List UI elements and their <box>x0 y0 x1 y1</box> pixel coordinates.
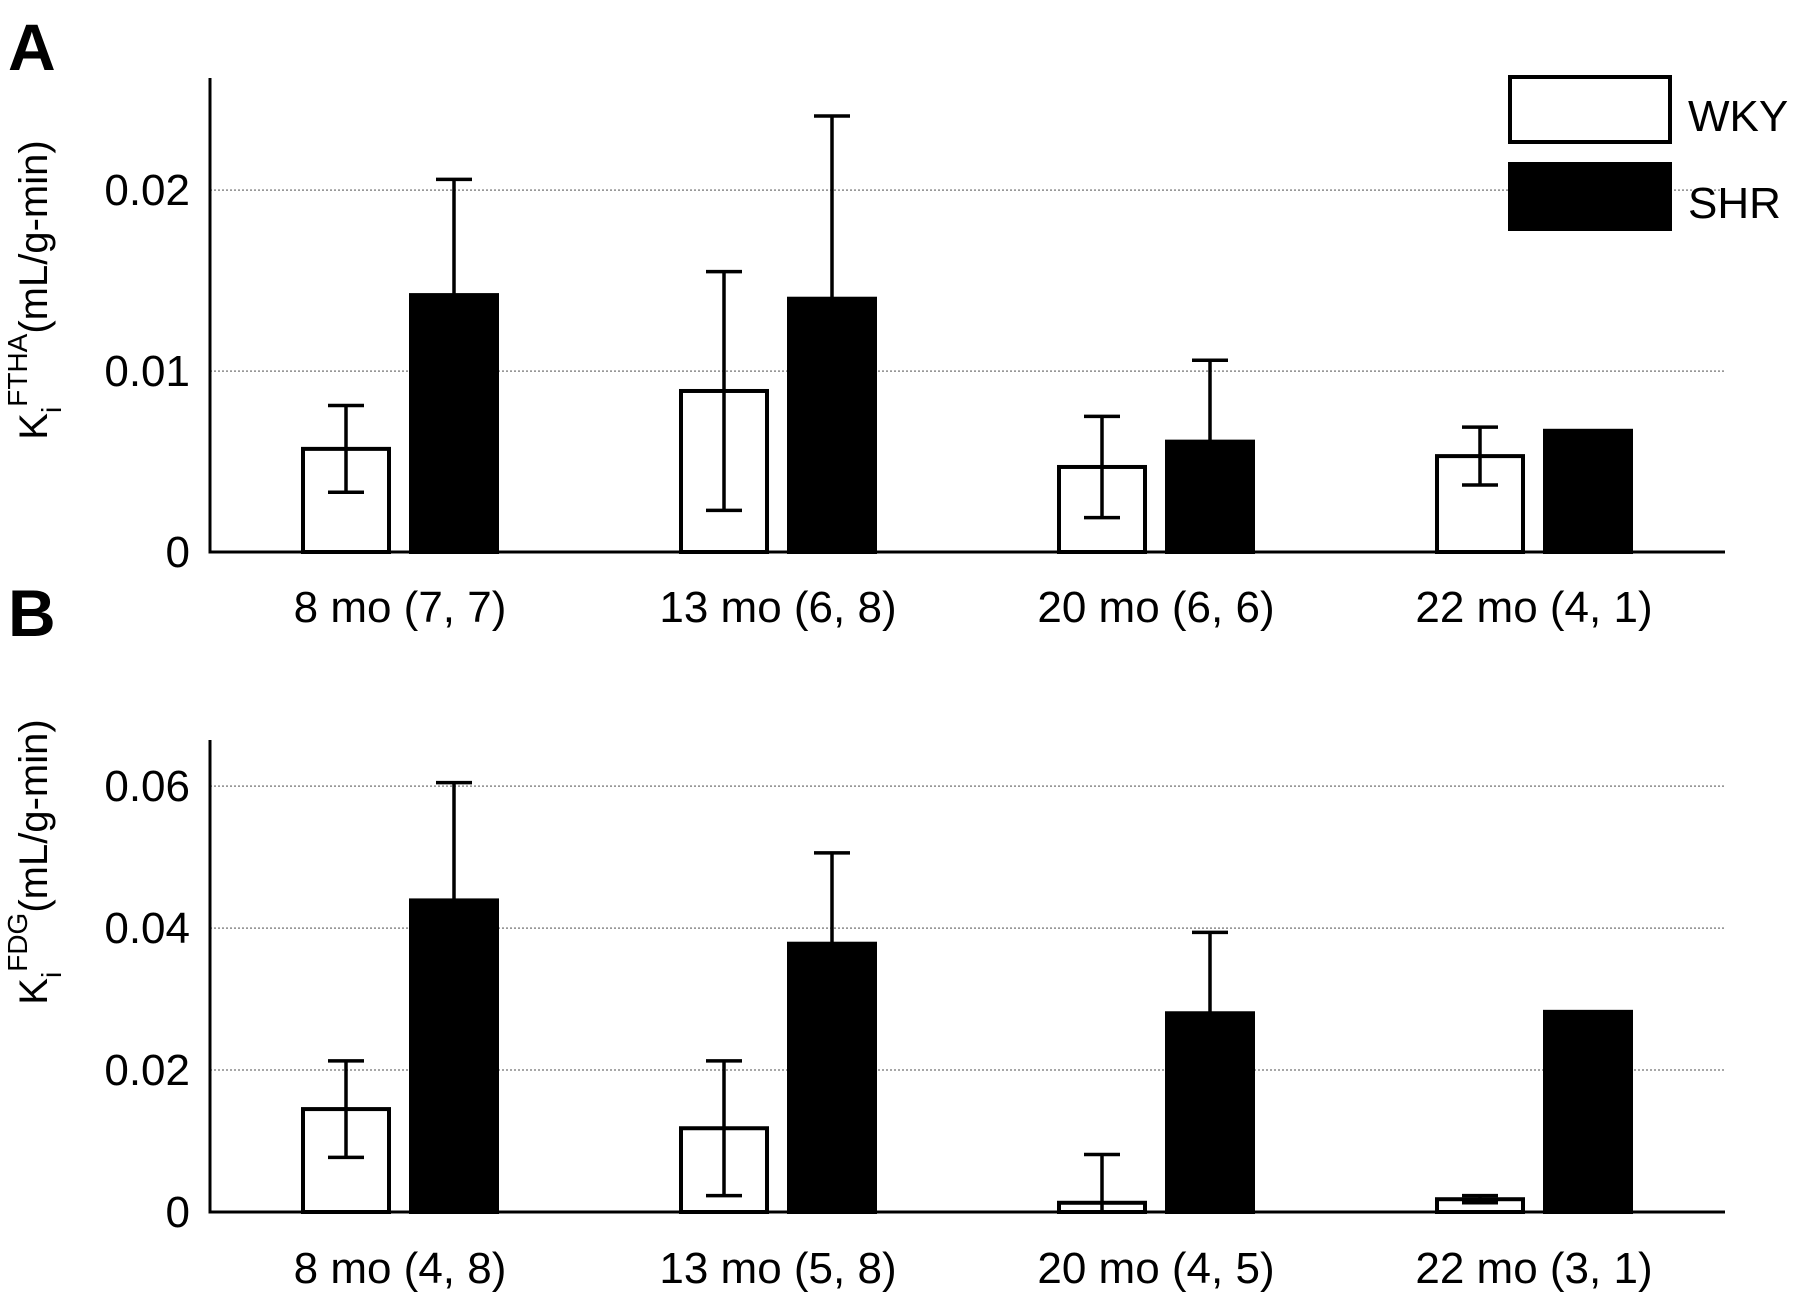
y-tick-label-a-1: 0.01 <box>104 347 190 396</box>
y-tick-label-b-1: 0.02 <box>104 1046 190 1095</box>
legend: WKY SHR <box>1508 75 1788 231</box>
y-tick-label-a-2: 0.02 <box>104 166 190 215</box>
bar-b-shr-0 <box>409 898 499 1214</box>
legend-label-shr: SHR <box>1688 179 1781 228</box>
x-category-label-a-0: 8 mo (7, 7) <box>294 583 507 632</box>
bar-b-shr-1 <box>787 941 877 1214</box>
x-category-label-b-0: 8 mo (4, 8) <box>294 1244 507 1293</box>
legend-swatch-shr <box>1508 162 1672 231</box>
bar-a-shr-0 <box>409 293 499 554</box>
bar-a-shr-2 <box>1165 439 1255 555</box>
panel-b-letter: B <box>8 576 56 650</box>
y-tick-label-b-3: 0.06 <box>104 762 190 811</box>
bar-a-shr-3 <box>1543 428 1633 554</box>
x-category-label-a-3: 22 mo (4, 1) <box>1415 583 1652 632</box>
y-axis-label-a: KiFTHA(mL/g-min) <box>2 140 67 439</box>
panel-a-letter: A <box>8 10 56 84</box>
legend-label-wky: WKY <box>1688 92 1788 141</box>
bar-b-shr-3 <box>1543 1009 1633 1215</box>
x-category-label-a-1: 13 mo (6, 8) <box>659 583 896 632</box>
plot-b-area: 0 0.02 0.04 0.06 8 mo (4, 8) 13 mo (5, 8) 20 m… <box>104 740 1725 1293</box>
panel-b: B 0 0.02 0.04 0.06 8 mo (4, 8) 13 mo (5, 8) 20… <box>2 576 1725 1293</box>
y-tick-label-b-2: 0.04 <box>104 904 190 953</box>
y-tick-label-b-0: 0 <box>166 1188 190 1237</box>
panel-a: A 0 0.01 0.02 8 mo (7, 7) 13 mo (6, 8) 20 mo … <box>2 10 1725 632</box>
bar-b-shr-2 <box>1165 1011 1255 1215</box>
legend-swatch-wky <box>1508 75 1672 144</box>
plot-a-area: 0 0.01 0.02 8 mo (7, 7) 13 mo (6, 8) 20 mo (6… <box>104 78 1725 632</box>
y-tick-label-a-0: 0 <box>166 528 190 577</box>
x-category-label-b-2: 20 mo (4, 5) <box>1037 1244 1274 1293</box>
y-axis-label-b: KiFDG(mL/g-min) <box>2 719 67 1004</box>
bar-a-shr-1 <box>787 296 877 554</box>
x-category-label-b-1: 13 mo (5, 8) <box>659 1244 896 1293</box>
x-category-label-a-2: 20 mo (6, 6) <box>1037 583 1274 632</box>
x-category-label-b-3: 22 mo (3, 1) <box>1415 1244 1652 1293</box>
